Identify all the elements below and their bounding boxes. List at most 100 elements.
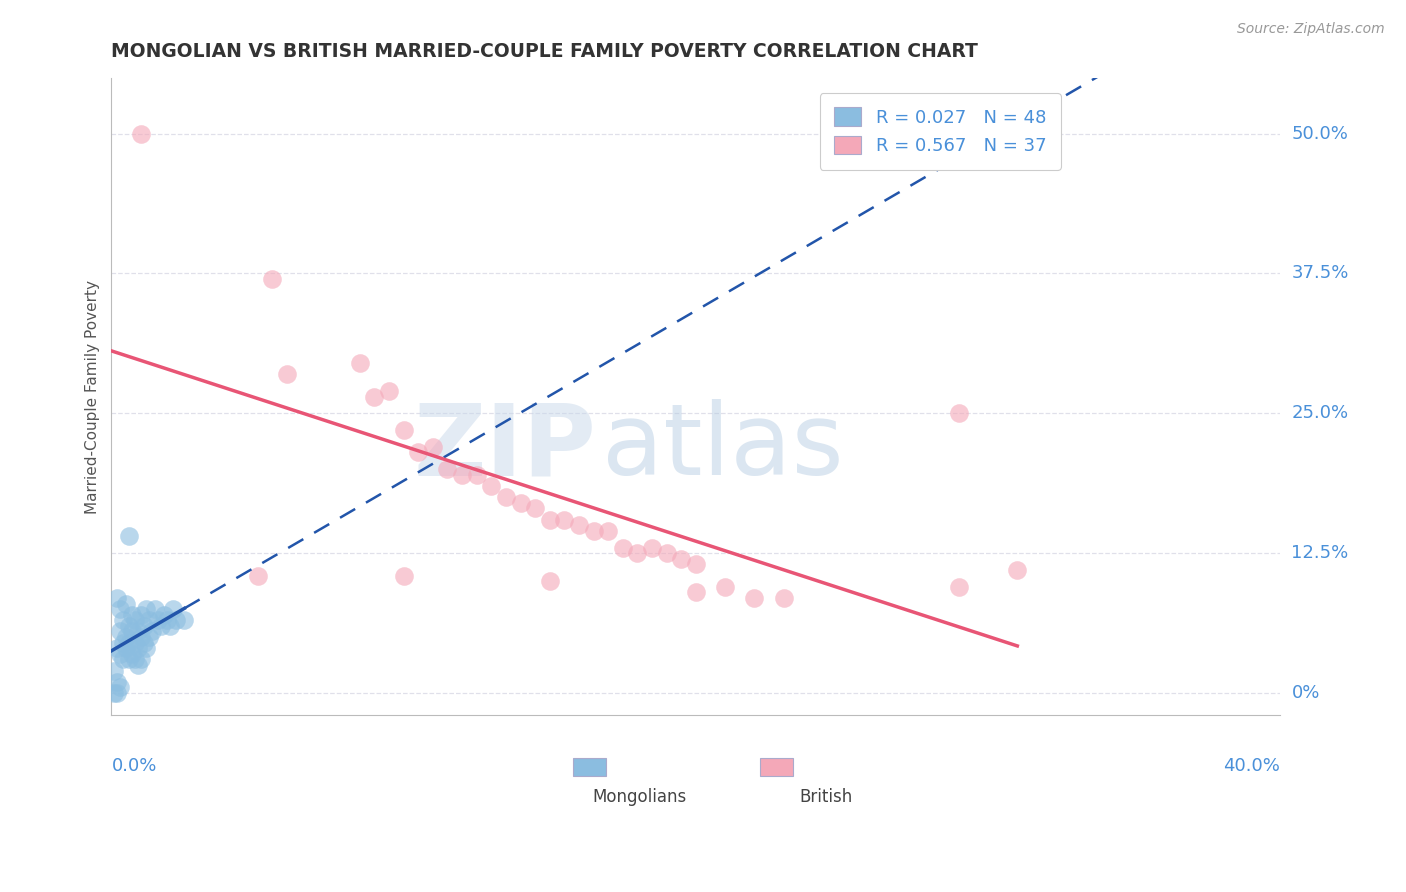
Point [115,630,138,644]
Point [132,619,155,633]
Point [143,602,166,616]
Point [772,591,794,605]
Text: 37.5%: 37.5% [1292,264,1348,283]
Point [406,445,429,459]
Point [392,568,415,582]
Point [465,467,488,482]
Point [626,546,648,560]
Point [685,558,707,572]
Point [121,647,143,661]
Point [582,524,605,538]
Text: MONGOLIAN VS BRITISH MARRIED-COUPLE FAMILY POVERTY CORRELATION CHART: MONGOLIAN VS BRITISH MARRIED-COUPLE FAMI… [111,42,979,61]
Point [141,624,163,639]
Point [124,635,146,649]
Point [685,585,707,599]
Point [422,440,444,454]
Point [105,686,128,700]
Point [146,613,169,627]
Point [538,513,561,527]
Text: 12.5%: 12.5% [1292,544,1348,562]
Point [671,551,693,566]
Point [1007,563,1029,577]
Point [108,602,131,616]
Point [129,652,152,666]
Point [132,635,155,649]
Point [115,597,138,611]
Point [103,686,125,700]
Point [108,647,131,661]
Text: British: British [800,788,852,805]
Y-axis label: Married-Couple Family Poverty: Married-Couple Family Poverty [86,279,100,514]
Point [655,546,678,560]
Point [568,518,591,533]
Point [108,624,131,639]
Point [127,624,149,639]
Point [392,423,415,437]
Point [714,580,737,594]
Point [118,652,141,666]
Point [138,613,160,627]
Point [105,674,128,689]
Point [378,384,401,398]
Point [451,467,474,482]
Text: 40.0%: 40.0% [1223,757,1281,775]
Point [108,681,131,695]
Point [105,641,128,656]
Point [363,390,385,404]
Point [118,635,141,649]
Text: ZIP: ZIP [413,399,596,496]
Point [948,406,970,420]
Text: Source: ZipAtlas.com: Source: ZipAtlas.com [1237,22,1385,37]
Point [121,624,143,639]
Point [129,607,152,622]
Text: 50.0%: 50.0% [1292,125,1348,143]
Point [159,619,181,633]
Point [598,524,620,538]
Point [112,652,135,666]
Point [173,613,195,627]
Point [135,602,157,616]
Point [246,568,269,582]
Point [479,479,502,493]
Point [112,613,135,627]
Point [612,541,634,555]
Point [135,641,157,656]
Point [553,513,575,527]
Point [105,591,128,605]
Point [115,641,138,656]
Point [162,602,184,616]
Point [129,127,152,141]
Point [124,652,146,666]
Text: 0.0%: 0.0% [111,757,157,775]
Point [129,630,152,644]
Point [436,462,458,476]
Point [495,490,517,504]
Point [150,619,173,633]
Point [262,272,284,286]
Point [165,613,187,627]
Point [121,607,143,622]
Point [118,529,141,543]
Point [641,541,664,555]
Point [103,664,125,678]
Legend: R = 0.027   N = 48, R = 0.567   N = 37: R = 0.027 N = 48, R = 0.567 N = 37 [820,93,1062,169]
Point [349,356,371,370]
Point [118,619,141,633]
Text: atlas: atlas [602,399,844,496]
Text: 0%: 0% [1292,684,1320,702]
Point [509,496,531,510]
Point [538,574,561,589]
Point [124,613,146,627]
Point [276,367,298,381]
Point [948,580,970,594]
Point [153,607,176,622]
Point [127,641,149,656]
Point [524,501,547,516]
FancyBboxPatch shape [574,758,606,776]
Point [156,613,179,627]
FancyBboxPatch shape [761,758,793,776]
Point [112,635,135,649]
Text: 25.0%: 25.0% [1292,404,1348,422]
Point [127,658,149,673]
Point [742,591,765,605]
